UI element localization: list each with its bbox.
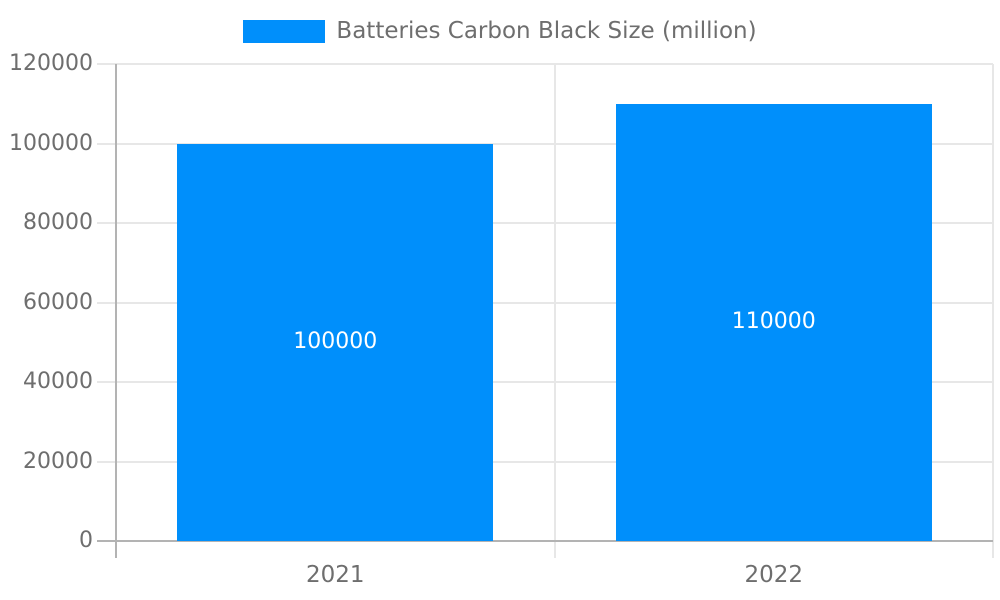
- y-axis-tick: [97, 142, 116, 145]
- y-axis-tick: [97, 460, 116, 463]
- plot-area: 0 20000 40000 60000 80000 100000 120000 100000 2…: [9, 51, 994, 588]
- y-axis-tick-label: 100000: [9, 130, 93, 156]
- y-axis-tick: [97, 63, 116, 65]
- plot-right-border: [992, 64, 994, 558]
- y-axis-tick-label: 20000: [23, 448, 93, 474]
- bar-2021[interactable]: [177, 143, 494, 541]
- y-axis-tick: [97, 222, 116, 224]
- y-axis-tick: [97, 301, 116, 304]
- y-axis-tick-label: 80000: [23, 210, 93, 235]
- bar-value-label-2021: 100000: [293, 329, 378, 355]
- legend-swatch: [243, 19, 326, 43]
- y-axis-tick: [97, 381, 116, 383]
- legend[interactable]: Batteries Carbon Black Size (million): [0, 18, 1000, 44]
- y-axis-tick-label: 0: [79, 528, 93, 553]
- bar-value-label-2022: 110000: [731, 309, 816, 335]
- bar-2022[interactable]: [615, 103, 932, 541]
- category-divider-line: [553, 64, 556, 558]
- x-axis-label-2022: 2022: [744, 562, 804, 588]
- x-axis-line: [97, 540, 993, 542]
- y-axis-line: [115, 64, 117, 558]
- y-axis-tick-label: 120000: [9, 51, 93, 76]
- y-axis-tick-label: 40000: [23, 369, 93, 394]
- y-axis-tick-label: 60000: [23, 289, 93, 315]
- x-axis-label-2021: 2021: [305, 562, 365, 588]
- legend-label: Batteries Carbon Black Size (million): [336, 18, 757, 44]
